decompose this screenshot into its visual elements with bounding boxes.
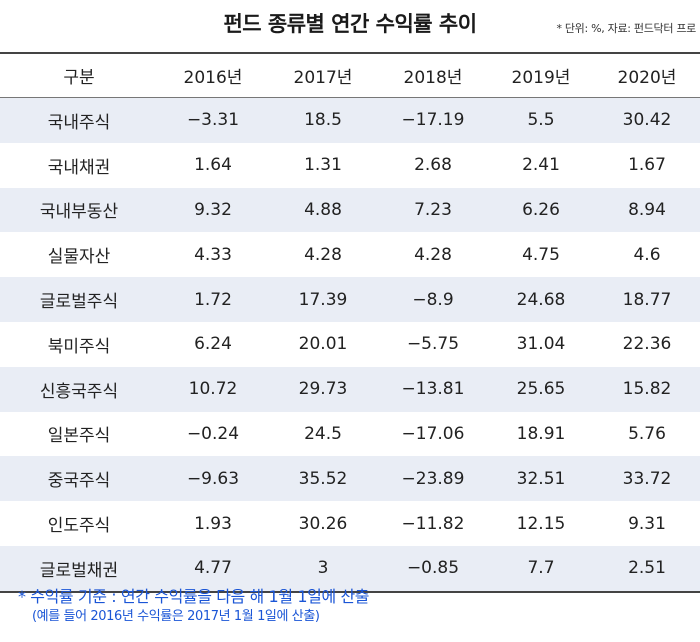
data-cell: 10.72 — [188, 379, 238, 400]
data-cell: 5.5 — [527, 110, 555, 131]
data-cell: 35.52 — [298, 468, 348, 489]
data-cell: 4.28 — [414, 244, 452, 265]
data-cell: −8.9 — [412, 289, 454, 310]
table-row: 인도주식 1.93 30.26 −11.82 12.15 9.31 — [0, 501, 700, 546]
data-cell: 1.67 — [628, 155, 666, 176]
data-cell: 8.94 — [628, 199, 666, 220]
data-cell: 30.26 — [298, 513, 348, 534]
data-cell: 7.7 — [527, 558, 555, 579]
data-cell: 7.23 — [414, 199, 452, 220]
top-rule — [0, 52, 700, 54]
data-cell: 1.93 — [194, 513, 232, 534]
row-label: 국내채권 — [47, 157, 111, 178]
data-cell: 32.51 — [516, 468, 566, 489]
column-header-year: 2016년 — [183, 68, 243, 88]
table-row: 신흥국주식 10.72 29.73 −13.81 25.65 15.82 — [0, 366, 700, 412]
data-cell: 9.32 — [194, 199, 232, 220]
data-cell: 4.6 — [633, 244, 661, 265]
data-cell: 20.01 — [298, 334, 348, 355]
row-label: 글로벌채권 — [39, 560, 119, 581]
data-cell: 24.68 — [516, 289, 566, 310]
row-label: 실물자산 — [47, 247, 111, 268]
data-cell: −3.31 — [186, 110, 240, 131]
data-cell: 18.91 — [516, 423, 566, 444]
data-cell: 2.68 — [414, 155, 452, 176]
row-label: 글로벌주식 — [39, 292, 119, 313]
row-label: 북미주식 — [47, 336, 111, 357]
data-cell: 4.33 — [194, 244, 232, 265]
table-row: 북미주식 6.24 20.01 −5.75 31.04 22.36 — [0, 322, 700, 367]
data-cell: 22.36 — [622, 334, 672, 355]
row-label: 국내주식 — [47, 112, 111, 133]
column-header-year: 2020년 — [617, 68, 677, 88]
data-cell: 33.72 — [622, 468, 672, 489]
table-row: 일본주식 −0.24 24.5 −17.06 18.91 5.76 — [0, 412, 700, 457]
data-cell: 4.75 — [522, 244, 560, 265]
data-cell: 4.88 — [304, 199, 342, 220]
row-label: 인도주식 — [47, 516, 111, 537]
data-cell: 15.82 — [622, 379, 672, 400]
data-cell: 6.26 — [522, 199, 560, 220]
table-row: 국내부동산 9.32 4.88 7.23 6.26 8.94 — [0, 187, 700, 233]
data-cell: 2.51 — [628, 558, 666, 579]
row-label: 중국주식 — [47, 471, 111, 492]
data-cell: 5.76 — [628, 423, 666, 444]
row-label: 신흥국주식 — [39, 381, 119, 402]
data-cell: 12.15 — [516, 513, 566, 534]
table-row: 국내채권 1.64 1.31 2.68 2.41 1.67 — [0, 143, 700, 188]
column-header-year: 2019년 — [511, 68, 571, 88]
data-cell: 17.39 — [298, 289, 348, 310]
column-header-year: 2017년 — [293, 68, 353, 88]
data-cell: 31.04 — [516, 334, 566, 355]
column-header-year: 2018년 — [403, 68, 463, 88]
data-cell: 2.41 — [522, 155, 560, 176]
source-note: * 단위: %, 자료: 펀드닥터 프로 — [556, 22, 696, 35]
data-cell: −17.19 — [401, 110, 465, 131]
table-header-row: 구분 2016년 2017년 2018년 2019년 2020년 — [0, 54, 700, 98]
data-cell: 29.73 — [298, 379, 348, 400]
column-header-category: 구분 — [63, 68, 95, 88]
data-cell: 4.77 — [194, 558, 232, 579]
table-row: 국내주식 −3.31 18.5 −17.19 5.5 30.42 — [0, 98, 700, 143]
data-cell: 18.5 — [304, 110, 342, 131]
footnote-sub: (예를 들어 2016년 수익률은 2017년 1월 1일에 산출) — [32, 609, 320, 624]
data-cell: 3 — [317, 558, 329, 579]
data-cell: 9.31 — [628, 513, 666, 534]
data-cell: 4.28 — [304, 244, 342, 265]
data-cell: −11.82 — [401, 513, 465, 534]
data-cell: −9.63 — [186, 468, 240, 489]
bottom-rule — [0, 590, 700, 593]
table-row: 실물자산 4.33 4.28 4.28 4.75 4.6 — [0, 232, 700, 277]
data-cell: −23.89 — [401, 468, 465, 489]
data-cell: 30.42 — [622, 110, 672, 131]
data-cell: −0.24 — [186, 423, 240, 444]
row-label: 국내부동산 — [39, 202, 119, 223]
table-row: 중국주식 −9.63 35.52 −23.89 32.51 33.72 — [0, 456, 700, 502]
data-cell: 1.31 — [304, 155, 342, 176]
data-cell: 18.77 — [622, 289, 672, 310]
data-cell: 1.72 — [194, 289, 232, 310]
footnote: * 수익률 기준 : 연간 수익률을 다음 해 1월 1일에 산출 — [18, 587, 370, 606]
row-label: 일본주식 — [47, 426, 111, 447]
data-cell: 24.5 — [304, 423, 342, 444]
data-cell: 25.65 — [516, 379, 566, 400]
data-cell: −13.81 — [401, 379, 465, 400]
data-cell: 6.24 — [194, 334, 232, 355]
data-cell: −17.06 — [401, 423, 465, 444]
table-row: 글로벌채권 4.77 3 −0.85 7.7 2.51 — [0, 545, 700, 591]
chart-title: 펀드 종류별 연간 수익률 추이 — [223, 12, 477, 36]
data-cell: −5.75 — [406, 334, 460, 355]
table-row: 글로벌주식 1.72 17.39 −8.9 24.68 18.77 — [0, 277, 700, 322]
data-cell: −0.85 — [406, 558, 460, 579]
data-cell: 1.64 — [194, 155, 232, 176]
